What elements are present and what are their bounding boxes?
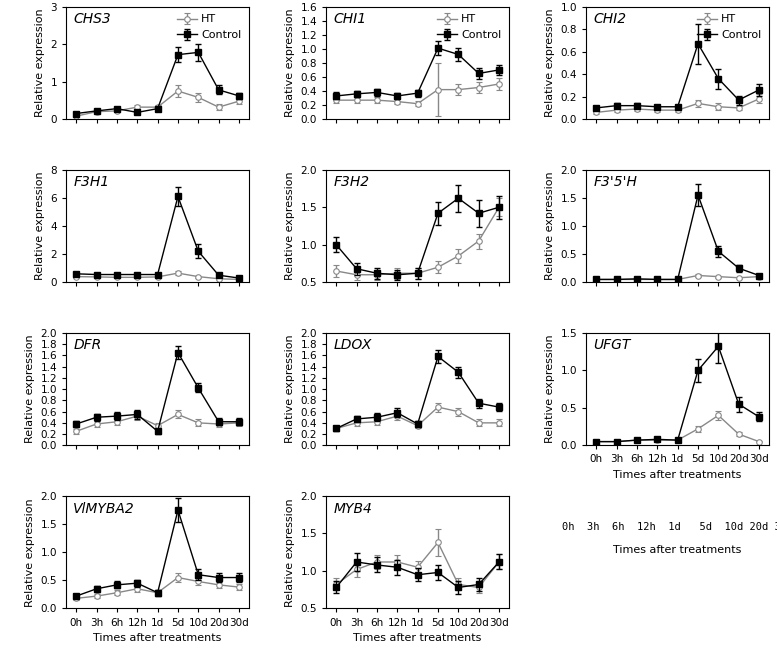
Text: F3H1: F3H1 [73,176,110,190]
Y-axis label: Relative expression: Relative expression [285,498,294,606]
Text: F3'5'H: F3'5'H [594,176,637,190]
Legend: HT, Control: HT, Control [695,12,764,42]
Text: F3H2: F3H2 [333,176,370,190]
Y-axis label: Relative expression: Relative expression [35,172,45,281]
Y-axis label: Relative expression: Relative expression [545,9,555,117]
Text: UFGT: UFGT [594,338,631,352]
Text: VlMYBA2: VlMYBA2 [73,501,135,515]
Y-axis label: Relative expression: Relative expression [25,334,35,444]
Y-axis label: Relative expression: Relative expression [285,9,294,117]
X-axis label: Times after treatments: Times after treatments [614,470,742,480]
Y-axis label: Relative expression: Relative expression [285,172,294,281]
Text: MYB4: MYB4 [333,501,372,515]
X-axis label: Times after treatments: Times after treatments [93,633,221,643]
Text: Times after treatments: Times after treatments [614,545,742,555]
Text: CHI1: CHI1 [333,12,367,27]
Text: CHS3: CHS3 [73,12,111,27]
X-axis label: Times after treatments: Times after treatments [354,633,482,643]
Text: 0h  3h  6h  12h  1d   5d  10d 20d 30d: 0h 3h 6h 12h 1d 5d 10d 20d 30d [562,523,777,533]
Y-axis label: Relative expression: Relative expression [35,9,45,117]
Text: CHI2: CHI2 [594,12,626,27]
Legend: HT, Control: HT, Control [434,12,503,42]
Y-axis label: Relative expression: Relative expression [285,334,294,444]
Y-axis label: Relative expression: Relative expression [545,172,555,281]
Y-axis label: Relative expression: Relative expression [25,498,35,606]
Y-axis label: Relative expression: Relative expression [545,334,555,444]
Text: LDOX: LDOX [333,338,371,352]
Text: DFR: DFR [73,338,102,352]
Legend: HT, Control: HT, Control [175,12,244,42]
